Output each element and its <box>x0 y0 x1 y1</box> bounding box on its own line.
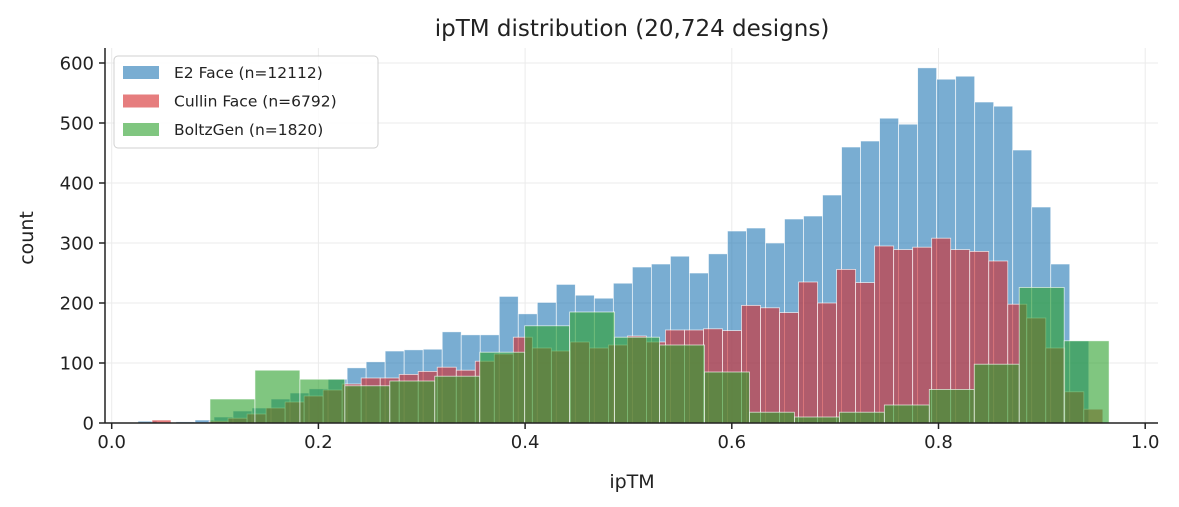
y-tick-label: 300 <box>60 234 94 255</box>
y-tick: 100 <box>60 354 105 375</box>
legend: E2 Face (n=12112) Cullin Face (n=6792) Bol… <box>113 55 379 149</box>
histogram-bar <box>389 380 436 424</box>
legend-entry: BoltzGen (n=1820) <box>123 121 323 139</box>
y-tick-label: 600 <box>60 54 94 75</box>
series-2 <box>209 286 1110 424</box>
histogram-bar <box>817 302 837 424</box>
histogram-bar <box>893 249 914 424</box>
histogram-bar <box>209 398 256 424</box>
x-tick: 0.2 <box>304 423 333 453</box>
histogram-bar <box>883 404 930 424</box>
x-tick: 0.0 <box>97 423 126 453</box>
legend-entry: E2 Face (n=12112) <box>123 64 323 82</box>
y-tick: 400 <box>60 174 105 195</box>
legend-swatch <box>123 66 159 79</box>
legend-swatch <box>123 123 159 136</box>
histogram-bar <box>973 363 1020 424</box>
axes: 0.0 0.2 0.4 0.6 0.8 1.0 0 100 200 300 400 500 600 <box>60 48 1160 453</box>
histogram-bar <box>1063 340 1110 424</box>
histogram-bar <box>928 388 975 424</box>
histogram-bar <box>254 369 301 424</box>
histogram-bar <box>704 371 750 424</box>
y-tick: 0 <box>83 414 105 435</box>
histogram-bar <box>1018 286 1065 424</box>
legend-label: BoltzGen (n=1820) <box>174 121 323 139</box>
histogram-bar <box>760 307 780 424</box>
chart-title: ipTM distribution (20,724 designs) <box>435 16 830 42</box>
histogram-bar <box>912 246 933 424</box>
histogram-bar <box>779 312 799 424</box>
bars <box>137 67 1110 424</box>
x-tick-label: 0.4 <box>511 432 540 453</box>
legend-swatch <box>123 94 159 108</box>
x-tick-label: 0.6 <box>717 432 746 453</box>
histogram-bar <box>838 411 885 424</box>
histogram-bar <box>798 281 818 424</box>
histogram-bar <box>749 411 795 424</box>
histogram-bar <box>434 375 481 424</box>
histogram-bar <box>524 325 571 424</box>
y-tick-label: 100 <box>60 354 94 375</box>
y-tick-label: 0 <box>83 414 94 435</box>
y-tick: 600 <box>60 54 105 75</box>
legend-label: Cullin Face (n=6792) <box>174 93 337 111</box>
y-tick: 300 <box>60 234 105 255</box>
histogram-bar <box>569 311 616 424</box>
legend-label: E2 Face (n=12112) <box>174 64 323 82</box>
x-tick: 0.4 <box>511 423 540 453</box>
y-tick-label: 200 <box>60 294 94 315</box>
x-tick: 0.6 <box>717 423 746 453</box>
y-tick: 500 <box>60 114 105 135</box>
y-tick: 200 <box>60 294 105 315</box>
histogram-bar <box>659 344 705 424</box>
x-axis-label: ipTM <box>609 471 654 493</box>
histogram-bar <box>344 385 391 424</box>
y-axis-label: count <box>16 211 38 265</box>
x-tick-label: 1.0 <box>1131 432 1160 453</box>
legend-entry: Cullin Face (n=6792) <box>123 93 337 111</box>
y-tick-label: 500 <box>60 114 94 135</box>
legend-box <box>113 55 379 149</box>
y-tick-label: 400 <box>60 174 94 195</box>
histogram-bar <box>855 282 876 424</box>
x-tick: 1.0 <box>1131 423 1160 453</box>
histogram-bar <box>614 336 660 424</box>
x-tick-label: 0.0 <box>97 432 126 453</box>
histogram-bar <box>874 245 895 424</box>
x-tick-label: 0.8 <box>924 432 953 453</box>
histogram-bar <box>836 268 857 424</box>
histogram-bar <box>479 351 526 424</box>
histogram-bar <box>299 378 346 424</box>
x-tick: 0.8 <box>924 423 953 453</box>
histogram-bar <box>794 416 840 424</box>
x-tick-label: 0.2 <box>304 432 333 453</box>
